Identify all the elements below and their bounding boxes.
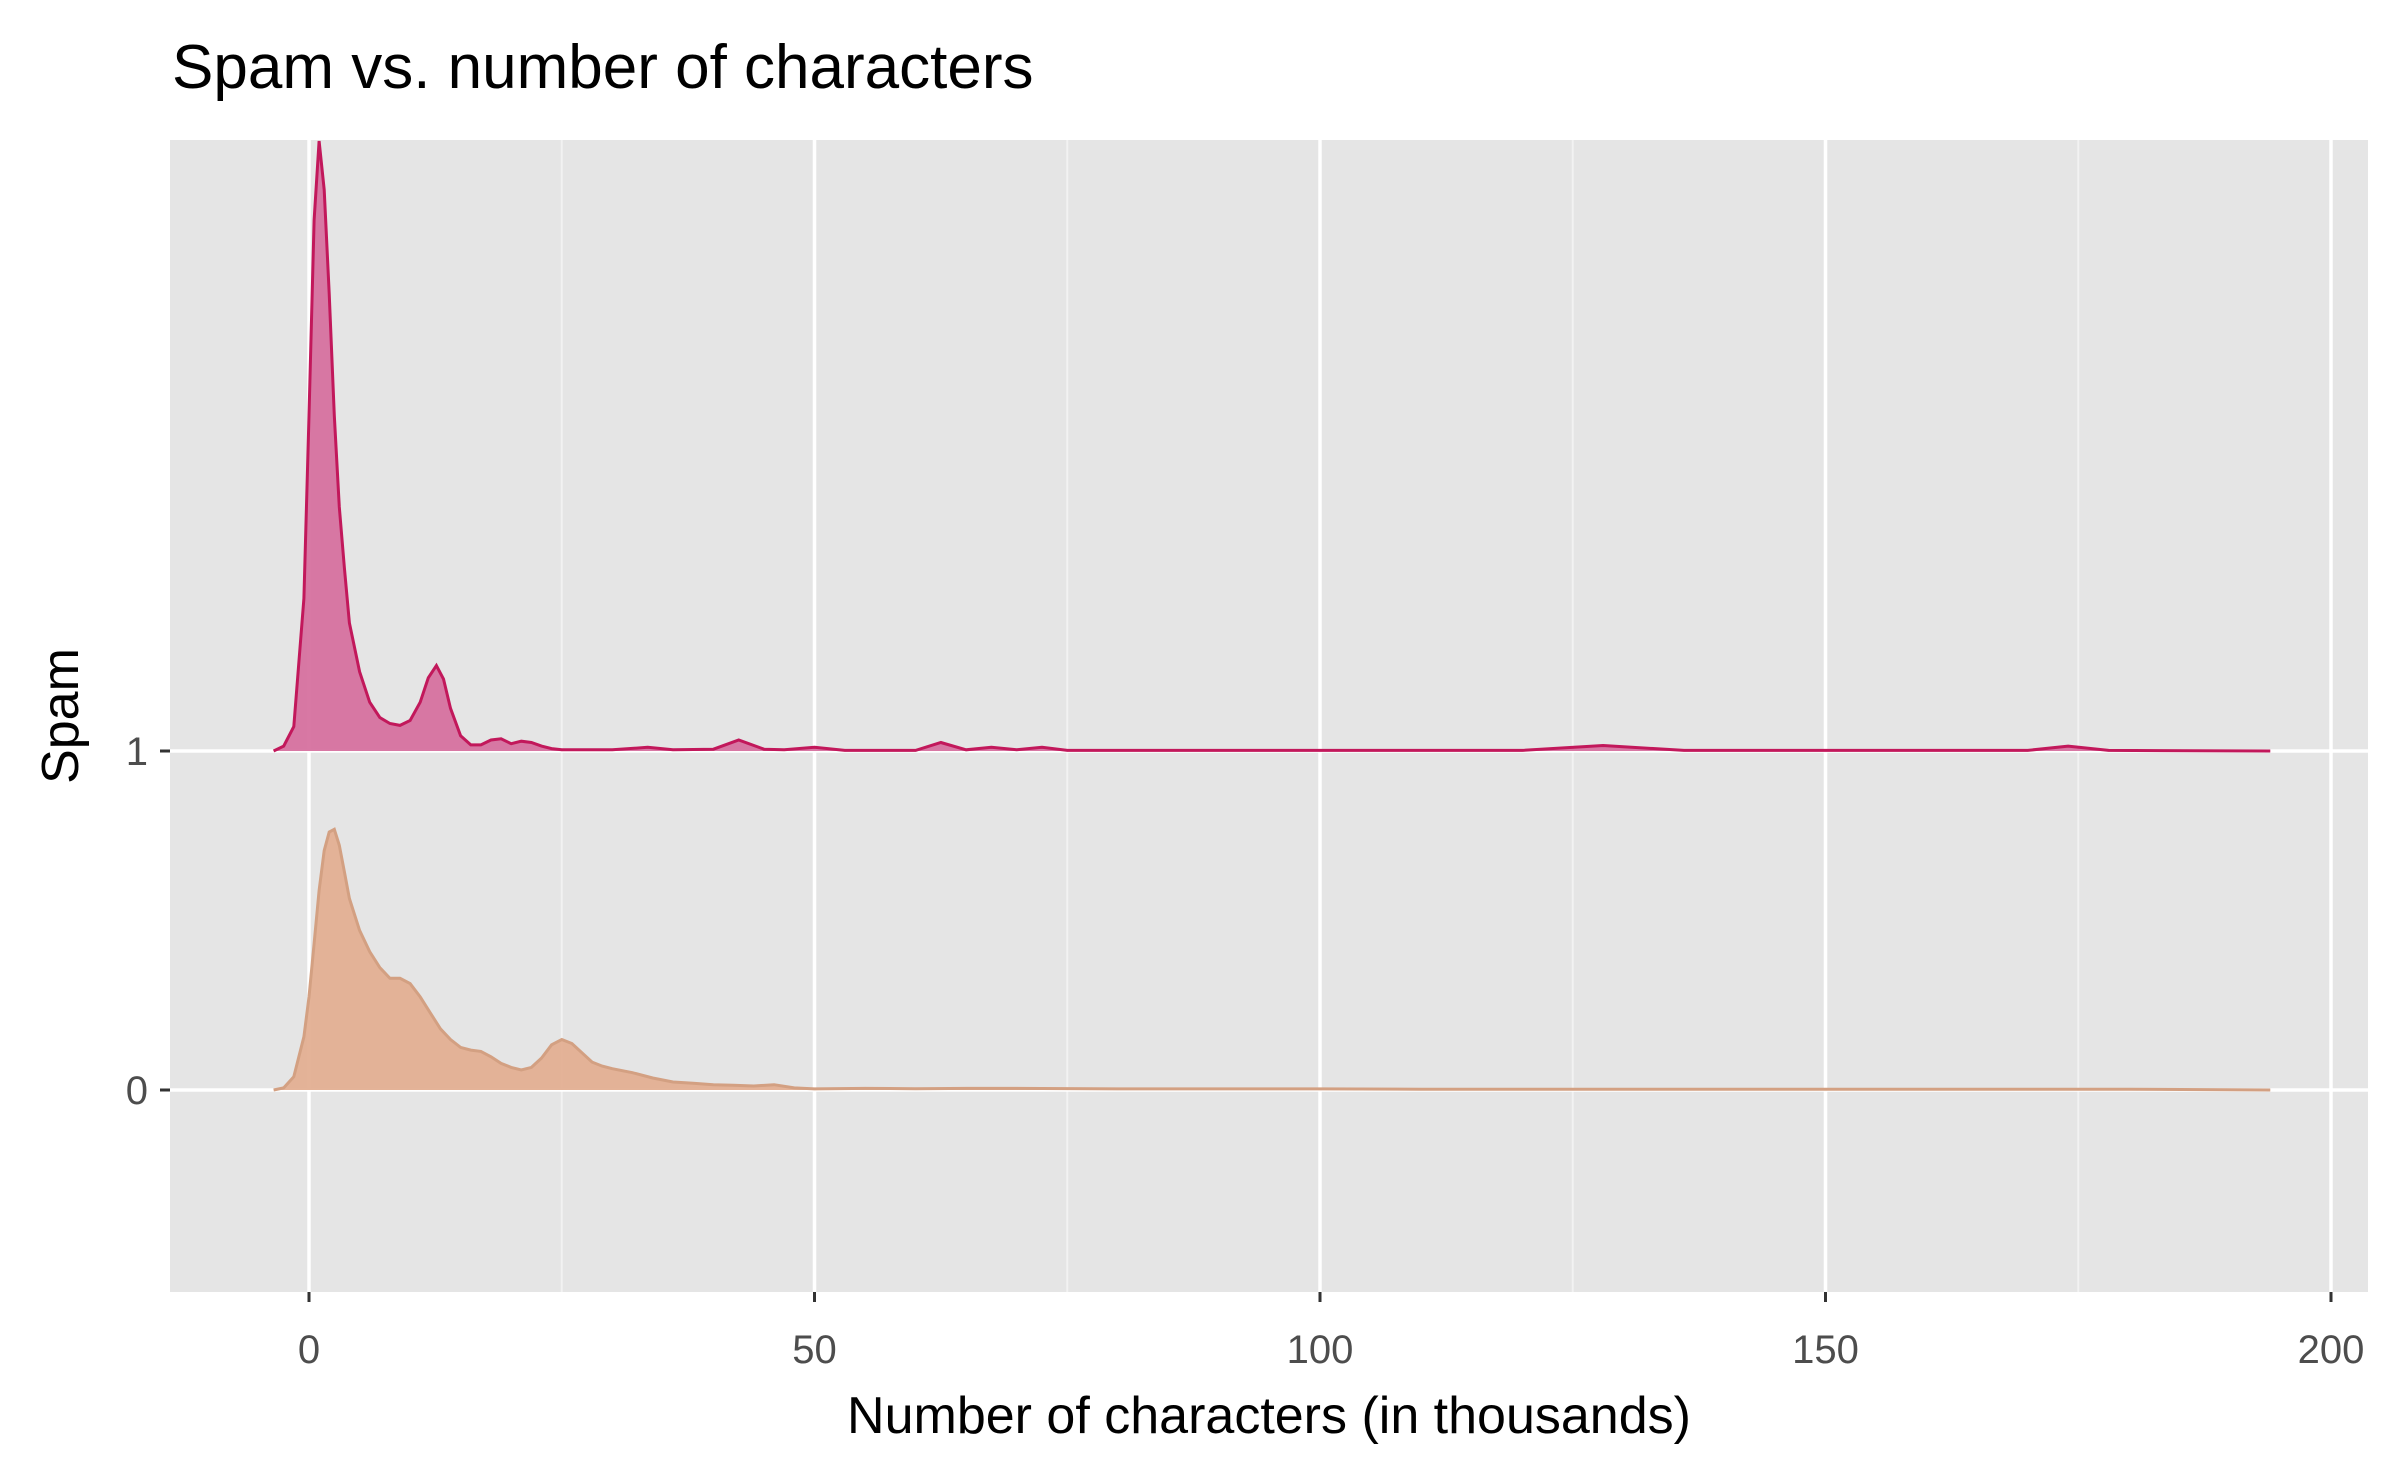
density-line-spam-0: [273, 827, 2271, 1092]
density-line-spam-1: [272, 140, 2271, 753]
x-tick-label: 200: [2298, 1328, 2365, 1372]
y-tick-label: 0: [126, 1069, 148, 1113]
y-axis-ticks: 01: [126, 730, 170, 1113]
chart-title: Spam vs. number of characters: [172, 33, 1033, 102]
density-area-spam-0: [273, 829, 2271, 1090]
minor-gridlines: [560, 140, 2080, 1292]
y-axis-title: Spam: [32, 648, 90, 784]
density-ridges: [272, 140, 2271, 1092]
plot-panel: [170, 140, 2368, 1292]
x-tick-label: 150: [1792, 1328, 1859, 1372]
x-tick-label: 100: [1287, 1328, 1354, 1372]
x-tick-label: 50: [792, 1328, 837, 1372]
x-axis-title: Number of characters (in thousands): [847, 1387, 1691, 1445]
y-tick-label: 1: [126, 730, 148, 774]
x-tick-label: 0: [298, 1328, 320, 1372]
x-axis-ticks: 0 50 100 150 200: [298, 1292, 2365, 1372]
